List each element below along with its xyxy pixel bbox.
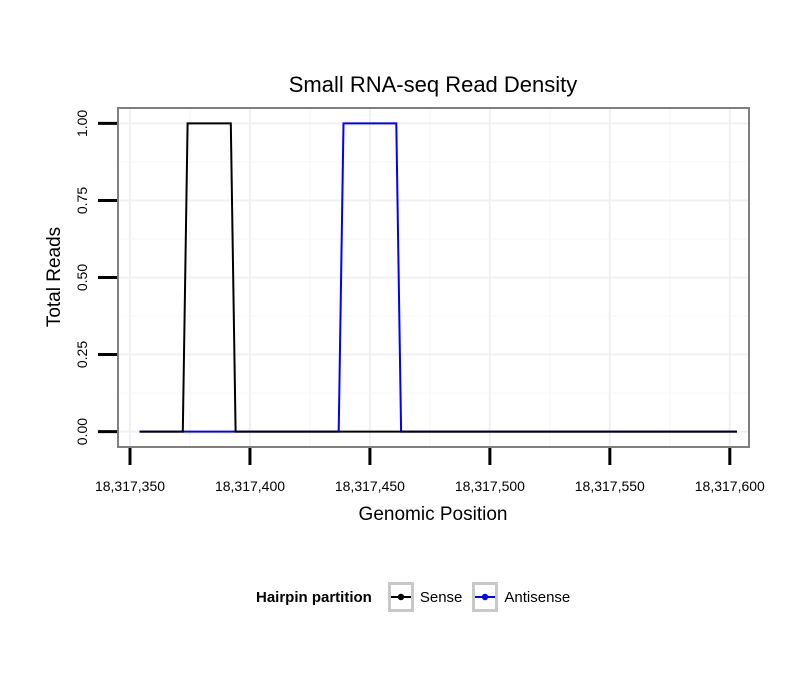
series-line-sense — [139, 122, 737, 433]
y-axis: 0.00 0.25 0.50 0.75 1.00 — [74, 110, 117, 445]
legend: Hairpin partition Sense Antisense — [256, 578, 574, 616]
x-axis-title: Genomic Position — [359, 504, 508, 525]
y-axis-title: Total Reads — [44, 227, 65, 327]
legend-key-sense — [387, 582, 414, 612]
plot-border — [117, 107, 750, 448]
legend-item-sense: Sense — [387, 582, 463, 612]
x-tick-label: 18,317,500 — [455, 478, 525, 494]
y-tick-label: 0.75 — [74, 187, 90, 214]
x-tick-label: 18,317,400 — [215, 478, 285, 494]
y-tick-label: 1.00 — [74, 110, 90, 137]
legend-title: Hairpin partition — [256, 588, 372, 606]
legend-label-antisense: Antisense — [504, 588, 571, 606]
grid-lines — [118, 108, 749, 447]
y-tick-label: 0.25 — [74, 341, 90, 368]
legend-label-sense: Sense — [419, 588, 463, 606]
x-tick-label: 18,317,350 — [95, 478, 165, 494]
x-tick-label: 18,317,600 — [695, 478, 765, 494]
chart-title: Small RNA-seq Read Density — [289, 72, 578, 97]
x-tick-label: 18,317,550 — [575, 478, 645, 494]
legend-item-antisense: Antisense — [472, 582, 570, 612]
y-tick-label: 0.50 — [74, 264, 90, 291]
legend-key-antisense — [472, 582, 499, 612]
x-axis: 18,317,350 18,317,400 18,317,450 18,317,500… — [95, 448, 765, 494]
x-tick-label: 18,317,450 — [335, 478, 405, 494]
y-tick-label: 0.00 — [74, 418, 90, 445]
series-layer — [139, 122, 737, 433]
